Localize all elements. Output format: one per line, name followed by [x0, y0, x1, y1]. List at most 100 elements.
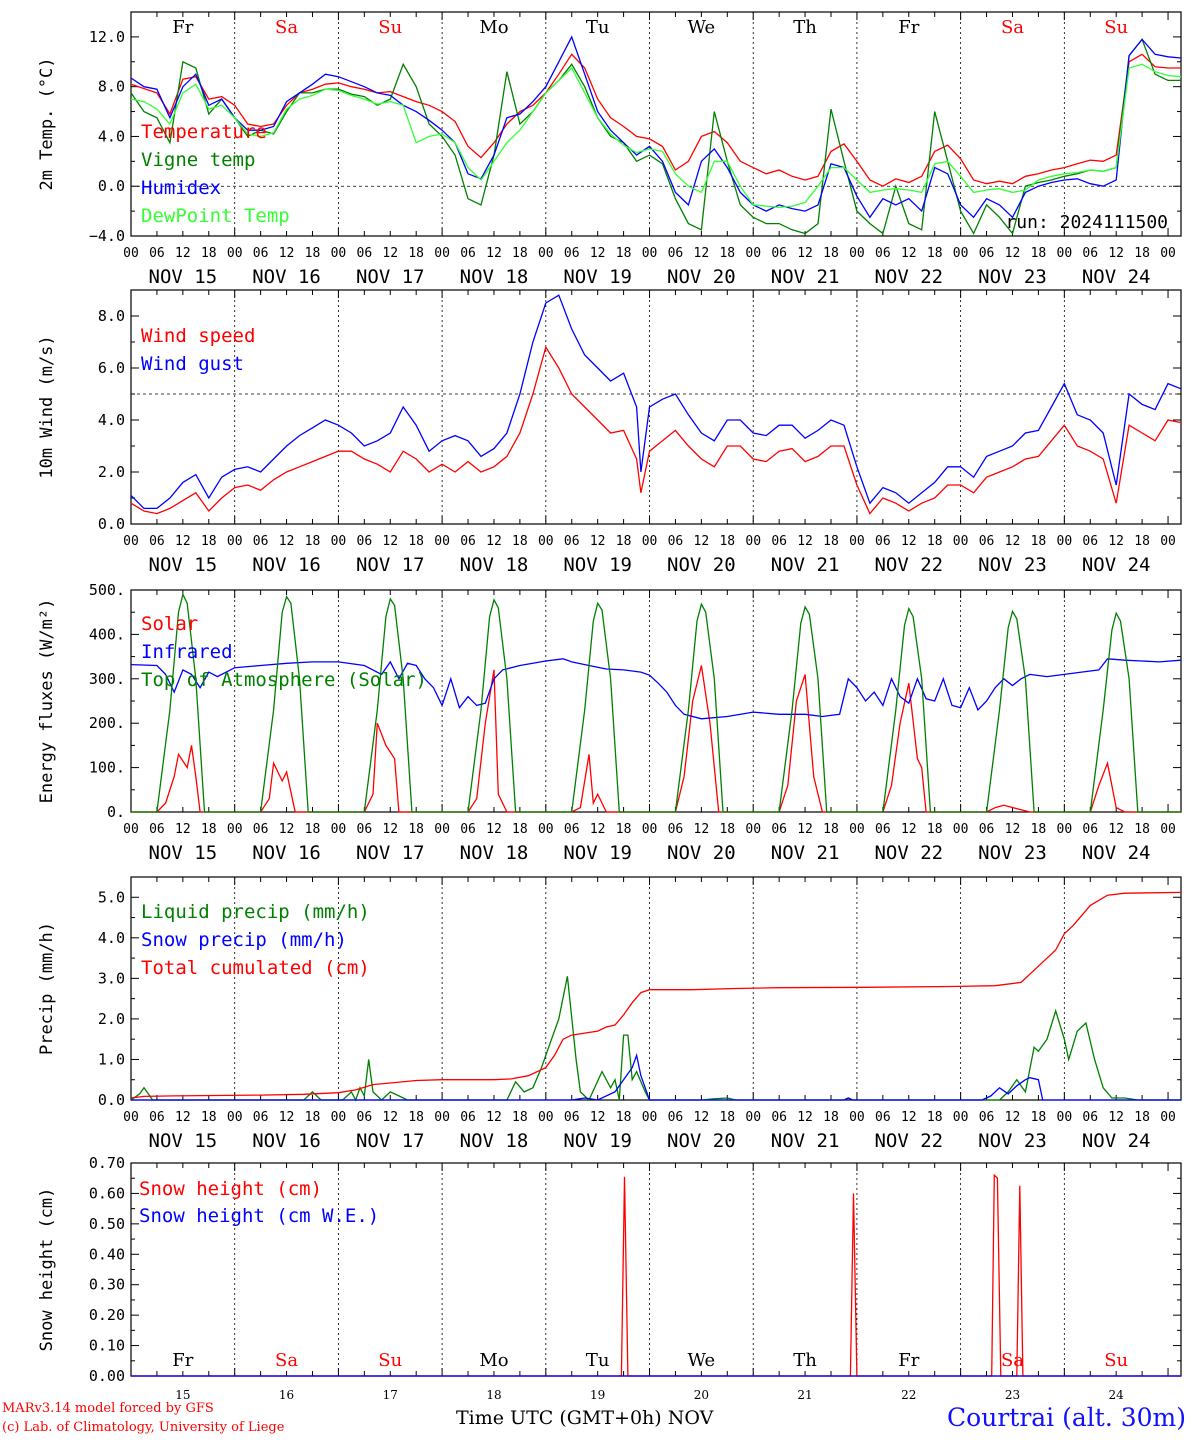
- hour-tick-label: 18: [616, 534, 632, 549]
- date-label: NOV 23: [978, 266, 1047, 288]
- hour-tick-label: 12: [590, 1110, 606, 1125]
- hour-tick-label: 00: [849, 246, 865, 261]
- y-tick-label: 5.0: [98, 888, 125, 906]
- day-number: 20: [694, 1388, 709, 1402]
- hour-tick-label: 18: [201, 822, 217, 837]
- legend-entry: Wind speed: [141, 325, 255, 347]
- hour-tick-label: 12: [1005, 1110, 1021, 1125]
- hour-tick-label: 18: [408, 246, 424, 261]
- series-line-vigne-temp: [130, 38, 1181, 235]
- hour-tick-label: 06: [149, 534, 165, 549]
- hour-tick-label: 00: [227, 1110, 243, 1125]
- day-abbr: Fr: [172, 17, 193, 38]
- hour-tick-label: 12: [175, 246, 191, 261]
- date-label: NOV 18: [460, 842, 529, 864]
- day-abbr: Mo: [479, 17, 508, 38]
- date-label: NOV 17: [356, 842, 425, 864]
- legend-entry: Temperature: [141, 121, 267, 143]
- series-line-wind-speed: [130, 345, 1182, 515]
- hour-tick-label: 00: [1057, 1110, 1073, 1125]
- y-tick-label: 0.20: [89, 1306, 125, 1324]
- hour-tick-label: 00: [849, 534, 865, 549]
- hour-tick-label: 18: [1134, 246, 1150, 261]
- hour-tick-label: 06: [771, 246, 787, 261]
- date-label: NOV 21: [771, 842, 840, 864]
- hour-tick-label: 12: [901, 1110, 917, 1125]
- hour-tick-label: 00: [849, 822, 865, 837]
- y-tick-label: 4.0: [98, 127, 125, 145]
- y-axis-label: 2m Temp. (°C): [37, 57, 57, 190]
- hour-tick-label: 00: [123, 1110, 139, 1125]
- chart-panel-snow: 0.00 0.10 0.20 0.30 0.40 0.50 0.60 0.70 Snow hei…: [37, 1154, 1182, 1402]
- hour-tick-label: 12: [901, 822, 917, 837]
- hour-tick-label: 06: [460, 534, 476, 549]
- chart-panel-wind: 0.0 2.0 4.0 6.0 8.0 10m Wind (m/s) Wind speed W…: [37, 289, 1182, 576]
- hour-tick-label: 18: [305, 534, 321, 549]
- series-line-snow-precip-mm-h-: [131, 1053, 1181, 1101]
- hour-tick-label: 06: [253, 534, 269, 549]
- date-label: NOV 20: [667, 1130, 736, 1152]
- hour-tick-label: 18: [201, 1110, 217, 1125]
- hour-tick-label: 06: [668, 534, 684, 549]
- hour-tick-label: 18: [1134, 534, 1150, 549]
- x-axis-title: Time UTC (GMT+0h): [456, 1407, 662, 1429]
- y-tick-label: 0.0: [98, 1091, 125, 1109]
- hour-tick-label: 00: [331, 534, 347, 549]
- hour-tick-label: 06: [149, 1110, 165, 1125]
- y-tick-label: 0.: [107, 803, 125, 821]
- hour-tick-label: 00: [1160, 534, 1176, 549]
- y-tick-label: 0.10: [89, 1337, 125, 1355]
- date-label: NOV 15: [149, 1130, 218, 1152]
- hour-tick-label: 00: [227, 534, 243, 549]
- hour-tick-label: 06: [668, 822, 684, 837]
- hour-tick-label: 06: [875, 822, 891, 837]
- hour-tick-label: 12: [279, 246, 295, 261]
- hour-tick-label: 18: [512, 822, 528, 837]
- hour-tick-label: 06: [668, 246, 684, 261]
- date-label: NOV 20: [667, 554, 736, 576]
- hour-tick-label: 06: [357, 534, 373, 549]
- date-label: NOV 17: [356, 1130, 425, 1152]
- day-abbr: Sa: [275, 17, 298, 38]
- date-label: NOV 19: [563, 266, 632, 288]
- date-label: NOV 23: [978, 842, 1047, 864]
- hour-tick-label: 06: [668, 1110, 684, 1125]
- hour-tick-label: 06: [460, 822, 476, 837]
- hour-tick-label: 06: [357, 246, 373, 261]
- hour-tick-label: 00: [538, 534, 554, 549]
- legend-entry: Wind gust: [141, 353, 244, 375]
- y-tick-label: 1.0: [98, 1050, 125, 1068]
- hour-tick-label: 00: [745, 1110, 761, 1125]
- date-label: NOV 16: [252, 1130, 321, 1152]
- y-axis-label: Snow height (cm): [37, 1188, 57, 1352]
- date-label: NOV 18: [460, 554, 529, 576]
- y-tick-label: 300.: [89, 670, 125, 688]
- hour-tick-label: 18: [823, 534, 839, 549]
- hour-tick-label: 00: [953, 1110, 969, 1125]
- date-label: NOV 15: [149, 554, 218, 576]
- hour-tick-label: 00: [331, 1110, 347, 1125]
- hour-tick-label: 18: [201, 534, 217, 549]
- hour-tick-label: 18: [927, 822, 943, 837]
- hour-tick-label: 12: [797, 1110, 813, 1125]
- hour-tick-label: 12: [901, 534, 917, 549]
- hour-tick-label: 18: [719, 534, 735, 549]
- y-tick-label: 0.00: [89, 1367, 125, 1385]
- hour-tick-label: 12: [1108, 246, 1124, 261]
- legend-entry: Top of Atmosphere (Solar): [141, 669, 427, 691]
- hour-tick-label: 12: [175, 1110, 191, 1125]
- plot-frame: [130, 11, 1182, 237]
- series-line-wind-gust: [130, 294, 1182, 510]
- y-tick-label: 0.70: [89, 1154, 125, 1172]
- hour-tick-label: 06: [1082, 534, 1098, 549]
- hour-tick-label: 06: [357, 822, 373, 837]
- date-label: NOV 22: [874, 842, 943, 864]
- hour-tick-label: 00: [849, 1110, 865, 1125]
- hour-tick-label: 12: [590, 246, 606, 261]
- date-label: NOV 23: [978, 554, 1047, 576]
- hour-tick-label: 18: [1031, 1110, 1047, 1125]
- legend-entry: Snow precip (mm/h): [141, 929, 347, 951]
- y-axis-label: Energy fluxes (W/m²): [37, 599, 57, 804]
- y-tick-label: 8.0: [98, 78, 125, 96]
- day-abbr: Sa: [275, 1350, 298, 1371]
